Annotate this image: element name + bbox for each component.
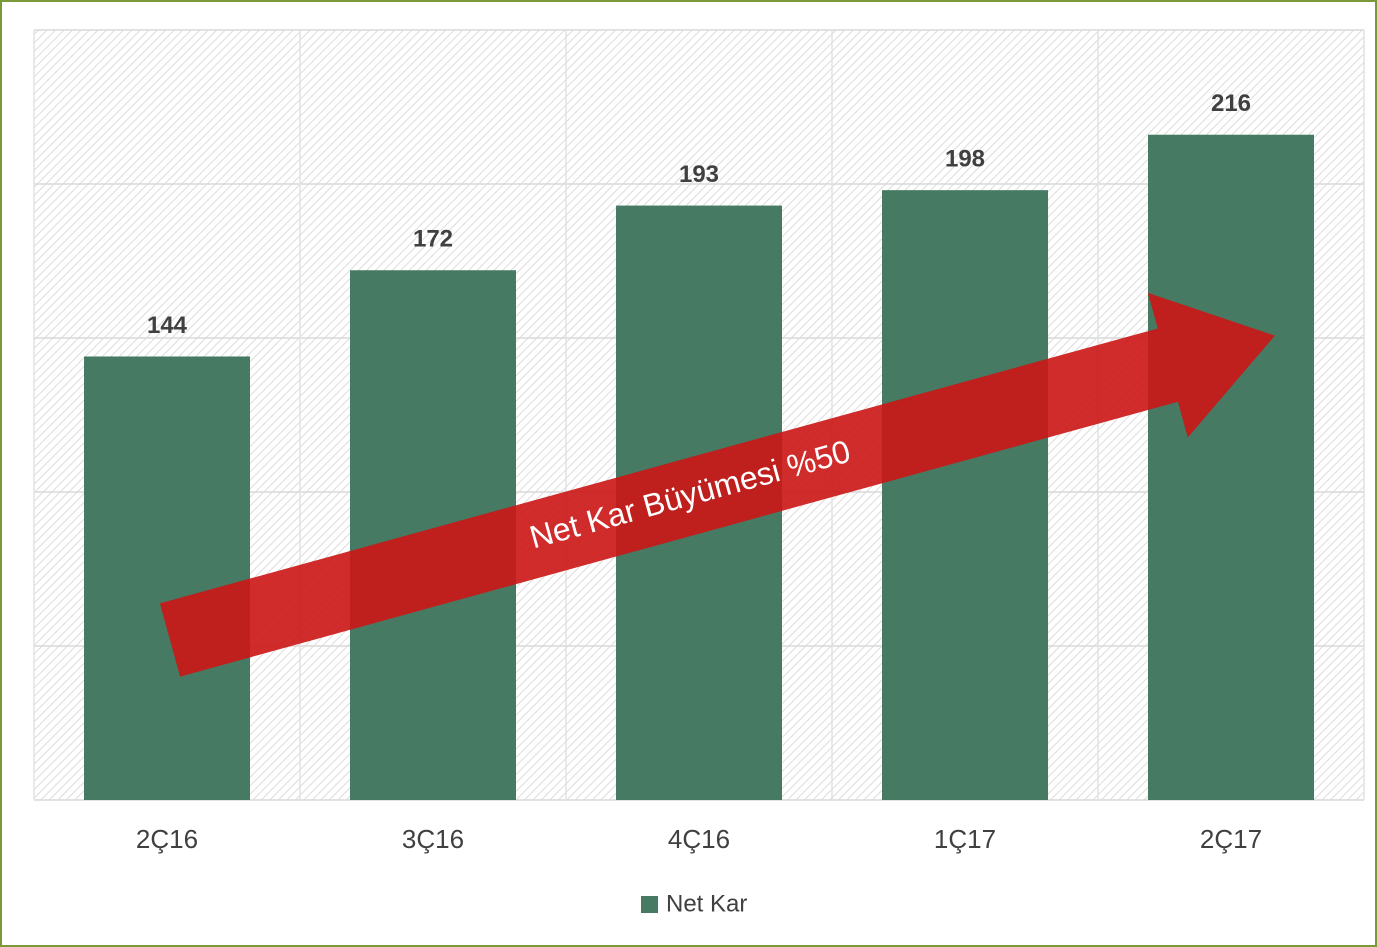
data-label: 144 [147, 312, 188, 339]
bar [882, 190, 1048, 800]
legend-swatch [641, 896, 658, 913]
legend: Net Kar [641, 890, 747, 917]
x-tick-label: 4Ç16 [668, 824, 730, 854]
data-label: 193 [679, 161, 719, 188]
legend-label: Net Kar [666, 890, 747, 917]
x-tick-label: 2Ç16 [136, 824, 198, 854]
bar [84, 356, 250, 800]
data-label: 172 [413, 226, 453, 253]
bar [1148, 134, 1314, 801]
x-tick-label: 3Ç16 [402, 824, 464, 854]
arrow-shape [159, 292, 1275, 677]
data-label: 216 [1211, 90, 1251, 117]
x-tick-label: 1Ç17 [934, 824, 996, 854]
x-tick-label: 2Ç17 [1200, 824, 1262, 854]
data-label: 198 [945, 146, 985, 173]
